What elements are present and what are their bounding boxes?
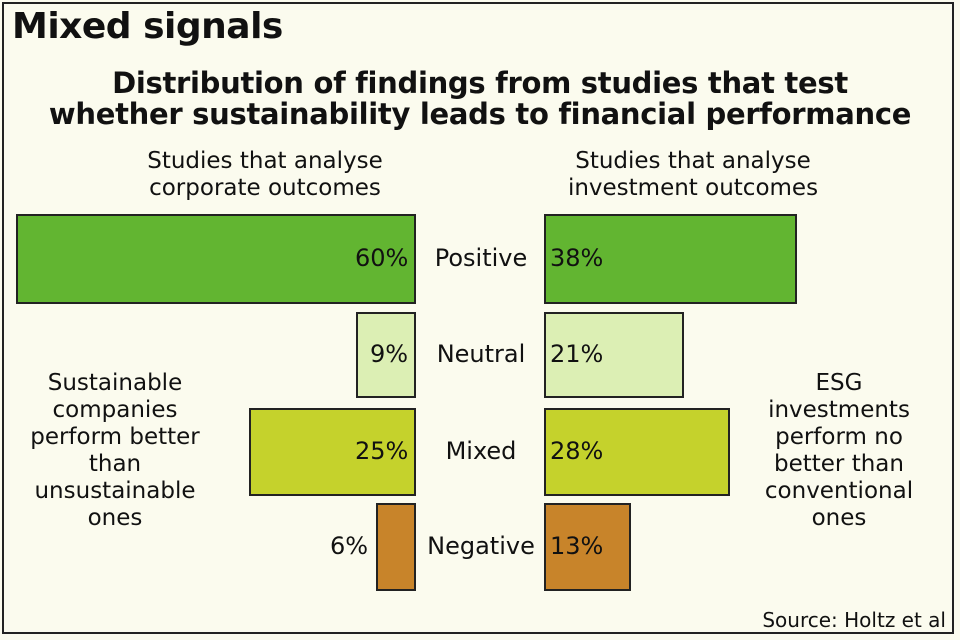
value-label-investment-negative: 13% bbox=[550, 532, 604, 560]
bar-investment-neutral bbox=[544, 312, 684, 398]
value-label-investment-neutral: 21% bbox=[550, 340, 604, 368]
subtitle-line-1: Distribution of findings from studies th… bbox=[112, 66, 848, 100]
chart-title: Mixed signals bbox=[12, 6, 283, 47]
chart-subtitle: Distribution of findings from studies th… bbox=[0, 68, 960, 130]
value-label-investment-positive: 38% bbox=[550, 244, 604, 272]
value-label-corporate-positive: 60% bbox=[355, 244, 409, 272]
category-label-mixed: Mixed bbox=[445, 437, 517, 465]
bar-corporate-mixed bbox=[249, 408, 416, 496]
bar-corporate-positive bbox=[16, 214, 416, 304]
value-label-corporate-mixed: 25% bbox=[355, 437, 409, 465]
subtitle-line-2: whether sustainability leads to financia… bbox=[48, 97, 912, 131]
bar-investment-negative bbox=[544, 503, 631, 591]
bar-corporate-neutral bbox=[356, 312, 416, 398]
bar-corporate-negative bbox=[376, 503, 416, 591]
left-column-header: Studies that analyse corporate outcomes bbox=[147, 148, 383, 201]
left-annotation: Sustainable companies perform better tha… bbox=[30, 370, 200, 531]
value-label-corporate-neutral: 9% bbox=[370, 340, 409, 368]
category-label-positive: Positive bbox=[434, 244, 528, 272]
bar-investment-mixed bbox=[544, 408, 731, 496]
chart-frame bbox=[2, 2, 954, 634]
bar-investment-positive bbox=[544, 214, 797, 304]
right-column-header: Studies that analyse investment outcomes bbox=[567, 148, 819, 201]
value-label-investment-mixed: 28% bbox=[550, 437, 604, 465]
source-note: Source: Holtz et al bbox=[762, 608, 946, 632]
category-label-neutral: Neutral bbox=[436, 340, 526, 368]
value-label-corporate-negative: 6% bbox=[330, 532, 369, 560]
category-label-negative: Negative bbox=[427, 532, 535, 560]
right-annotation: ESG investments perform no better than c… bbox=[764, 370, 914, 531]
